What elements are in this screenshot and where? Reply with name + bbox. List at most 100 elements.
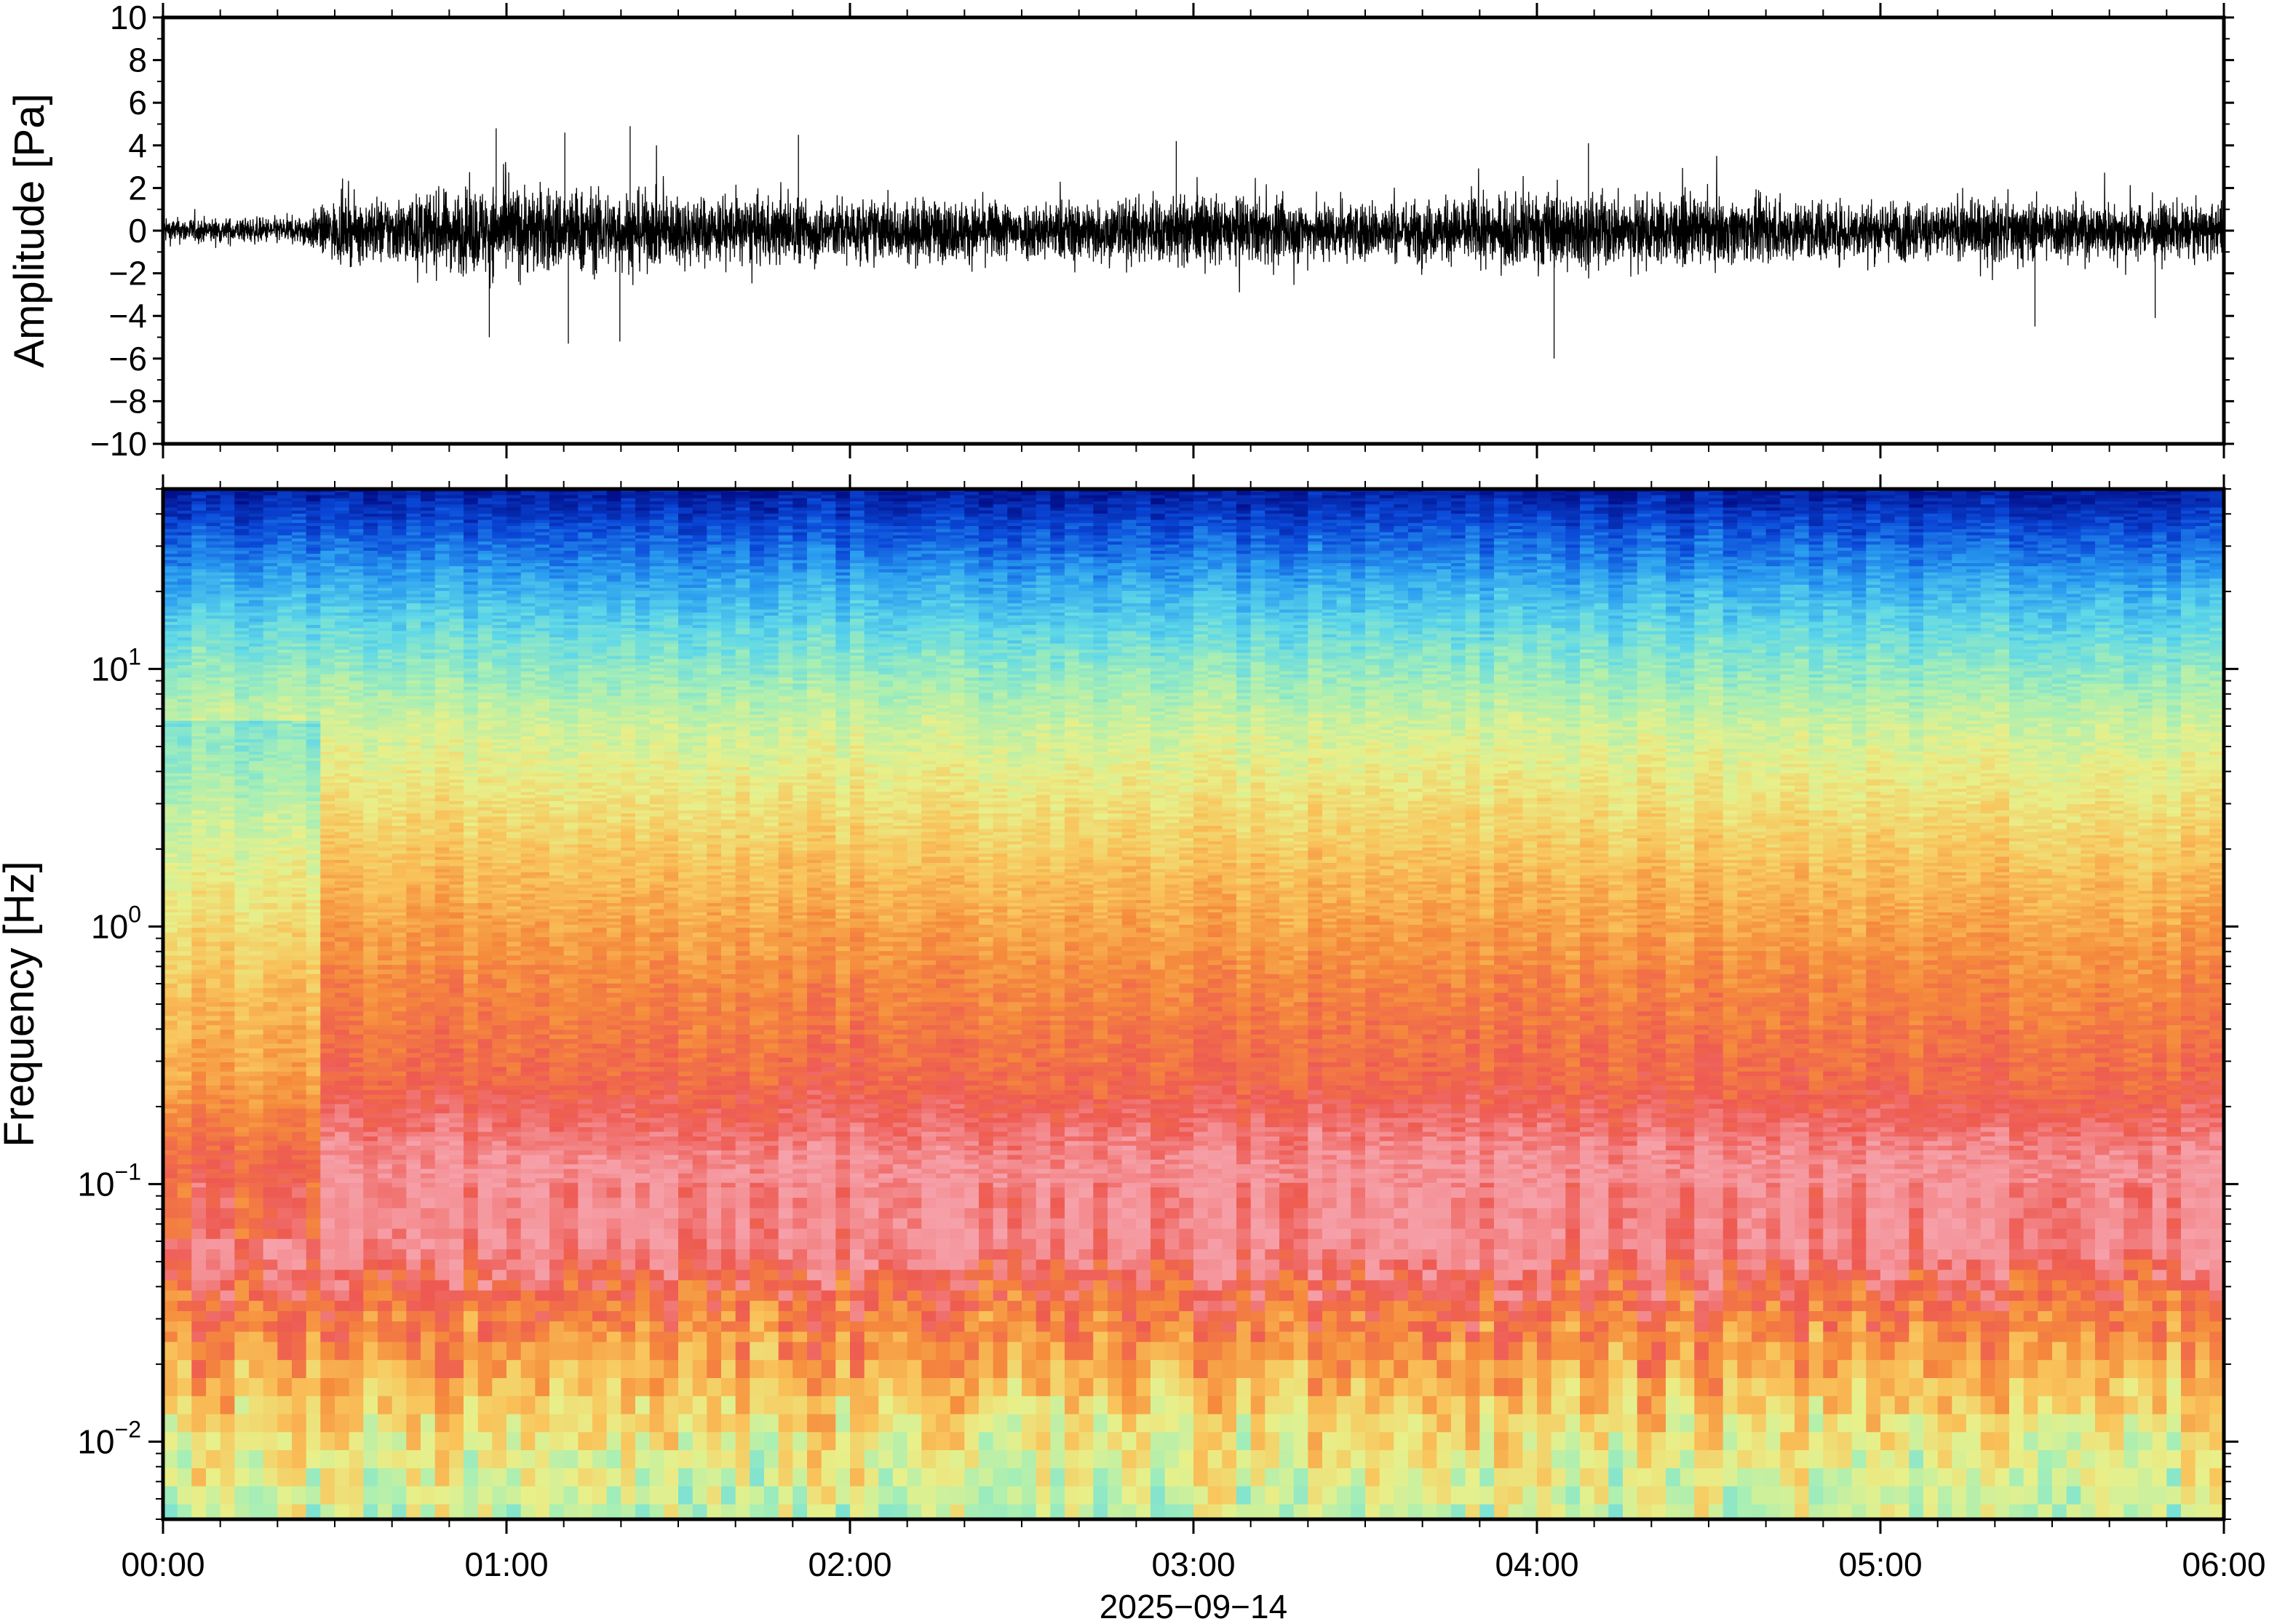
spectrogram-cell bbox=[234, 860, 249, 864]
spectrogram-cell bbox=[406, 1342, 421, 1360]
spectrogram-cell bbox=[191, 1360, 206, 1378]
spectrogram-cell bbox=[220, 1486, 235, 1505]
spectrogram-cell bbox=[292, 922, 306, 926]
spectrogram-cell bbox=[363, 511, 378, 514]
spectrogram-cell bbox=[292, 1183, 306, 1188]
spectrogram-cell bbox=[378, 885, 392, 888]
spectrogram-cell bbox=[449, 643, 464, 647]
spectrogram-cell bbox=[320, 495, 335, 499]
spectrogram-cell bbox=[277, 569, 292, 573]
spectrogram-cell bbox=[363, 573, 378, 576]
spectrogram-cell bbox=[163, 709, 178, 712]
spectrogram-cell bbox=[263, 758, 278, 762]
spectrogram-cell bbox=[206, 841, 220, 845]
spectrogram-cell bbox=[163, 937, 178, 942]
spectrogram-cell bbox=[163, 801, 178, 805]
spectrogram-cell bbox=[306, 1044, 321, 1049]
spectrogram-cell bbox=[178, 947, 192, 952]
spectrogram-cell bbox=[249, 736, 263, 740]
spectrogram-cell bbox=[335, 863, 349, 867]
spectrogram-cell bbox=[320, 1076, 335, 1081]
spectrogram-cell bbox=[178, 955, 192, 960]
spectrogram-cell bbox=[263, 1229, 278, 1240]
spectrogram-cell bbox=[292, 533, 306, 536]
spectrogram-cell bbox=[249, 823, 263, 827]
spectrogram-cell bbox=[306, 915, 321, 919]
spectrogram-cell bbox=[349, 492, 364, 495]
spectrogram-cell bbox=[249, 998, 263, 1003]
spectrogram-cell bbox=[449, 903, 464, 907]
spectrogram-cell bbox=[220, 891, 235, 894]
spectrogram-cell bbox=[191, 693, 206, 696]
spectrogram-cell bbox=[306, 672, 321, 675]
spectrogram-cell bbox=[421, 696, 435, 700]
spectrogram-cell bbox=[263, 581, 278, 585]
spectrogram-cell bbox=[363, 888, 378, 891]
spectrogram-cell bbox=[249, 717, 263, 721]
spectrogram-cell bbox=[435, 662, 450, 666]
spectrogram-cell bbox=[277, 591, 292, 594]
spectrogram-cell bbox=[335, 637, 349, 641]
spectrogram-cell bbox=[292, 1072, 306, 1077]
spectrogram-cell bbox=[306, 650, 321, 653]
spectrogram-cell bbox=[378, 922, 392, 926]
spectrogram-cell bbox=[449, 1301, 464, 1312]
spectrogram-cell bbox=[191, 523, 206, 527]
spectrogram-cell bbox=[378, 526, 392, 530]
spectrogram-cell bbox=[277, 610, 292, 613]
spectrogram-cell bbox=[392, 1311, 407, 1322]
spectrogram-cell bbox=[392, 1450, 407, 1468]
spectrogram-cell bbox=[349, 680, 364, 684]
spectrogram-cell bbox=[292, 643, 306, 647]
spectrogram-cell bbox=[406, 801, 421, 805]
spectrogram-cell bbox=[306, 845, 321, 848]
spectrogram-cell bbox=[306, 514, 321, 517]
spectrogram-cell bbox=[263, 501, 278, 505]
spectrogram-cell bbox=[335, 1104, 349, 1109]
spectrogram-cell bbox=[178, 495, 192, 499]
spectrogram-cell bbox=[335, 804, 349, 808]
spectrogram-cell bbox=[349, 566, 364, 570]
spectrogram-cell bbox=[392, 863, 407, 867]
spectrogram-cell bbox=[392, 882, 407, 885]
spectrogram-cell bbox=[277, 1259, 292, 1270]
spectrogram-cell bbox=[249, 903, 263, 907]
spectrogram-cell bbox=[421, 746, 435, 749]
spectrogram-cell bbox=[435, 1183, 450, 1188]
spectrogram-cell bbox=[249, 1239, 263, 1250]
spectrogram-cell bbox=[449, 992, 464, 998]
spectrogram-cell bbox=[277, 872, 292, 876]
spectrogram-cell bbox=[178, 826, 192, 829]
spectrogram-cell bbox=[349, 594, 364, 597]
spectrogram-cell bbox=[435, 951, 450, 956]
spectrogram-cell bbox=[249, 554, 263, 557]
spectrogram-cell bbox=[449, 1090, 464, 1095]
spectrogram-cell bbox=[349, 1155, 364, 1160]
spectrogram-cell bbox=[191, 789, 206, 792]
spectrogram-cell bbox=[378, 1219, 392, 1230]
spectrogram-cell bbox=[392, 656, 407, 659]
spectrogram-cell bbox=[191, 761, 206, 765]
spectrogram-cell bbox=[435, 813, 450, 817]
spectrogram-cell bbox=[406, 1183, 421, 1188]
spectrogram-cell bbox=[392, 557, 407, 561]
spectrogram-cell bbox=[435, 1016, 450, 1021]
spectrogram-cell bbox=[178, 674, 192, 678]
spectrogram-cell bbox=[435, 928, 450, 933]
spectrogram-cell bbox=[163, 696, 178, 700]
spectrogram-cell bbox=[191, 563, 206, 567]
spectrogram-cell bbox=[363, 1146, 378, 1151]
spectrogram-cell bbox=[263, 933, 278, 938]
spectrogram-cell bbox=[277, 922, 292, 926]
spectrogram-cell bbox=[406, 1198, 421, 1209]
spectrogram-cell bbox=[464, 851, 478, 854]
spectrogram-cell bbox=[306, 603, 321, 607]
spectrogram-cell bbox=[234, 1118, 249, 1123]
spectrogram-cell bbox=[220, 705, 235, 709]
spectrogram-cell bbox=[363, 1229, 378, 1240]
spectrogram-cell bbox=[220, 1118, 235, 1123]
spectrogram-cell bbox=[191, 495, 206, 499]
spectrogram-cell bbox=[435, 1259, 450, 1270]
spectrogram-cell bbox=[234, 643, 249, 647]
spectrogram-cell bbox=[292, 863, 306, 867]
